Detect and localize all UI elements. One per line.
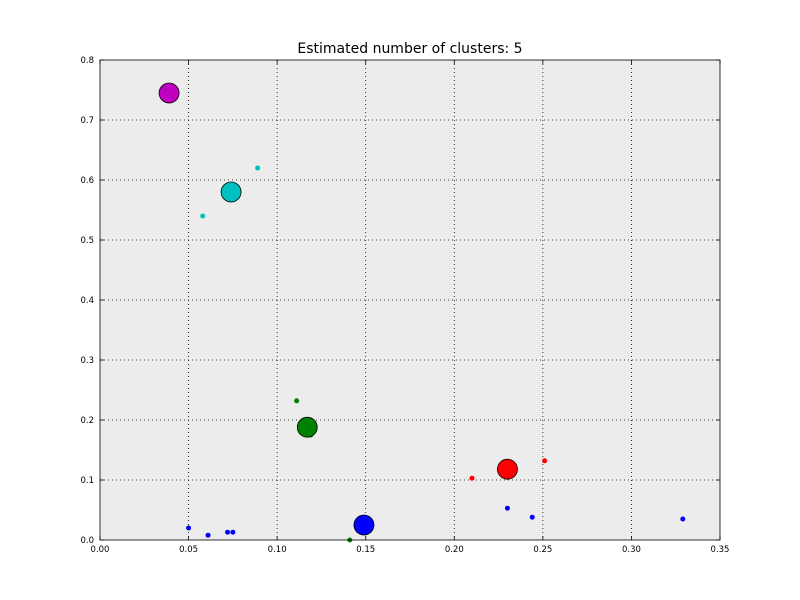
cluster-centers	[158, 82, 518, 536]
cluster-0-point	[225, 529, 231, 535]
grid-lines	[100, 60, 720, 540]
y-tick-label: 0.8	[80, 56, 94, 66]
cluster-1-center	[296, 416, 318, 438]
x-tick-label: 0.00	[91, 545, 110, 555]
y-tick-label: 0.2	[80, 416, 94, 426]
cluster-0-point	[680, 516, 686, 522]
x-tick-label: 0.15	[356, 545, 375, 555]
y-tick-label: 0.7	[80, 116, 94, 126]
x-tick-label: 0.35	[711, 545, 730, 555]
cluster-0-center	[353, 514, 375, 536]
cluster-3-point	[255, 165, 261, 171]
y-tick-label: 0.1	[80, 476, 94, 486]
cluster-0-point	[529, 514, 535, 520]
x-tick-label: 0.30	[622, 545, 641, 555]
y-tick-label: 0.5	[80, 236, 94, 246]
x-tick-label: 0.10	[268, 545, 287, 555]
cluster-2-point	[542, 458, 548, 464]
y-axis-ticks: 0.0 0.1 0.2 0.3 0.4 0.5 0.6 0.7 0.8	[80, 56, 720, 546]
cluster-3-center	[220, 181, 242, 203]
cluster-2-point	[469, 475, 475, 481]
x-tick-label: 0.05	[179, 545, 198, 555]
x-tick-label: 0.25	[533, 545, 552, 555]
cluster-2-center	[497, 458, 518, 480]
cluster-0-point	[186, 525, 192, 531]
cluster-0-point	[504, 505, 510, 511]
cluster-1-point	[294, 398, 300, 404]
y-tick-label: 0.4	[80, 296, 94, 306]
chart-title: Estimated number of clusters: 5	[297, 41, 522, 57]
plot-frame	[99, 59, 721, 541]
cluster-0-point	[230, 529, 236, 535]
cluster-0-point	[205, 532, 211, 538]
cluster-4-center	[158, 82, 180, 104]
y-tick-label: 0.0	[80, 536, 94, 546]
y-tick-label: 0.3	[80, 356, 94, 366]
cluster-3-point	[200, 213, 206, 219]
y-tick-label: 0.6	[80, 176, 94, 186]
x-tick-label: 0.20	[445, 545, 464, 555]
